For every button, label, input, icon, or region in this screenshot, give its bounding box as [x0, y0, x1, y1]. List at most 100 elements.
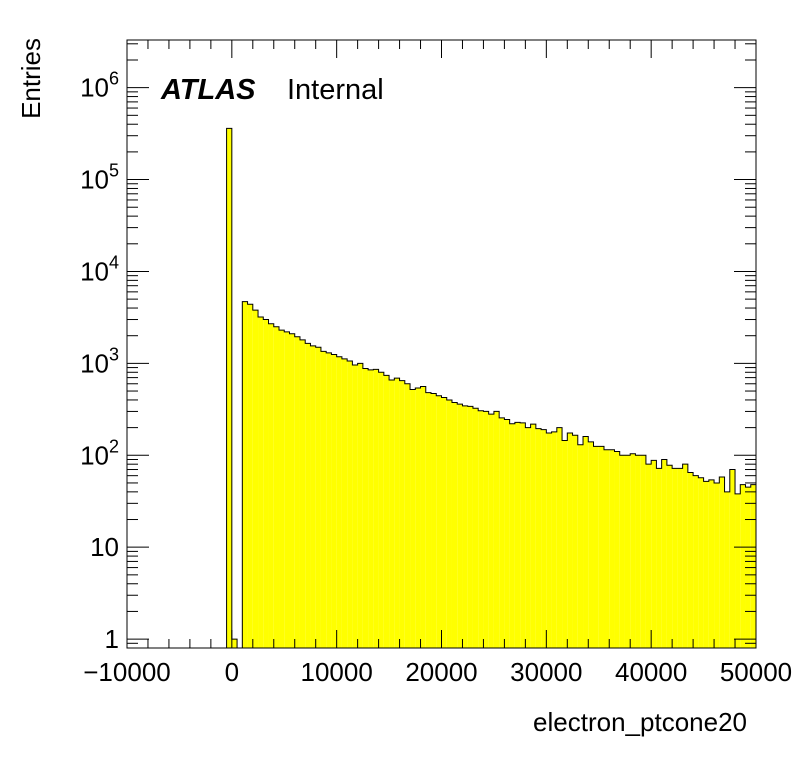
histogram-bin: [425, 392, 432, 648]
histogram-bin: [509, 423, 515, 648]
histogram-bin: [703, 481, 709, 648]
histogram-bin: [242, 301, 248, 648]
histogram-bin: [483, 411, 489, 648]
histogram-bin: [740, 484, 746, 648]
histogram-bin: [698, 477, 704, 648]
histogram-bin: [357, 363, 363, 648]
histogram-bin: [310, 345, 316, 648]
histogram-bin: [284, 331, 290, 648]
histogram-bin: [656, 468, 662, 648]
histogram-bin: [462, 405, 468, 648]
histogram-bin: [672, 468, 678, 648]
histogram-bin: [551, 431, 557, 648]
histogram-bin: [467, 406, 473, 648]
histogram-bins: [226, 127, 757, 649]
histogram-bin: [326, 352, 332, 648]
histogram-bin: [289, 333, 295, 648]
histogram-outline: [226, 127, 757, 649]
x-axis-tick-labels: −10000 0 10000 20000 30000 40000 50000: [83, 657, 792, 687]
histogram-bin: [451, 402, 458, 648]
histogram-bin: [556, 427, 563, 648]
histogram-bin: [593, 446, 599, 648]
histogram-bin: [635, 455, 641, 648]
histogram-bin: [677, 468, 683, 648]
histogram-bin: [362, 368, 369, 648]
histogram-bin: [420, 386, 426, 648]
histogram-bin: [666, 465, 673, 648]
histogram-bin: [546, 432, 552, 648]
histogram-bin: [457, 404, 463, 648]
histogram-bin: [645, 464, 652, 648]
histogram-bin: [750, 484, 756, 648]
histogram-bin: [383, 375, 390, 648]
y-tick-label: 103: [80, 344, 119, 378]
histogram-bin: [315, 347, 321, 648]
y-axis-tick-labels: 1 10 102 103 104 105 106: [80, 69, 119, 654]
histogram-bin: [320, 351, 327, 648]
histogram-bin: [719, 477, 725, 648]
x-tick-label: 30000: [510, 657, 582, 687]
histogram-bin: [373, 369, 379, 648]
histogram-bin: [431, 393, 437, 648]
histogram-bin: [478, 410, 484, 648]
histogram-bin: [436, 395, 442, 648]
histogram-bin: [336, 356, 342, 648]
x-axis-title: electron_ptcone20: [533, 707, 747, 737]
histogram-bin: [630, 453, 636, 648]
histogram-bin: [488, 414, 494, 648]
histogram-bin: [577, 444, 584, 648]
histogram-bin: [724, 491, 730, 648]
histogram-bin: [441, 397, 447, 648]
histogram-bin: [294, 336, 300, 648]
y-tick-label: 104: [80, 252, 119, 286]
histogram-bin: [609, 449, 615, 648]
histogram-bin: [520, 422, 526, 648]
histogram-bin: [368, 369, 374, 648]
histogram-bin: [389, 379, 395, 648]
histogram-bin: [729, 469, 736, 648]
x-tick-label: 10000: [301, 657, 373, 687]
atlas-label: ATLAS: [160, 74, 256, 106]
y-tick-label: 106: [80, 69, 119, 103]
y-tick-label: 1: [105, 624, 119, 654]
histogram-bin: [273, 326, 280, 648]
histogram-bin: [231, 639, 238, 648]
histogram-bin: [735, 493, 741, 648]
histogram-bin: [530, 424, 536, 648]
histogram-bin: [619, 455, 625, 648]
histogram-bin: [331, 354, 337, 648]
histogram-bin: [682, 464, 688, 648]
x-axis-ticks: [126, 40, 757, 648]
x-tick-label: 0: [225, 657, 239, 687]
histogram-bin: [603, 449, 610, 648]
histogram-bin: [347, 361, 353, 648]
y-tick-label: 10: [90, 532, 119, 562]
histogram-bin: [541, 429, 547, 648]
histogram-bin: [472, 408, 479, 648]
histogram-bin: [583, 436, 589, 648]
y-tick-label: 105: [80, 161, 119, 195]
histogram-bin: [614, 451, 620, 648]
histogram-bin: [499, 417, 505, 648]
x-tick-label: 40000: [615, 657, 687, 687]
histogram-bin: [572, 435, 578, 648]
histogram-bin: [404, 383, 411, 648]
histogram-bin: [279, 330, 285, 648]
histogram-bin: [341, 358, 348, 648]
histogram-bin: [268, 323, 274, 648]
histogram-bin: [446, 399, 452, 648]
histogram-bin: [514, 422, 521, 648]
histogram-bin: [714, 482, 720, 648]
histogram-bin: [708, 479, 715, 648]
internal-label: Internal: [287, 74, 384, 106]
histogram-bin: [352, 365, 358, 648]
histogram-bin: [640, 455, 646, 648]
histogram-bin: [394, 378, 400, 648]
histogram-bin: [415, 387, 421, 648]
histogram-bin: [258, 316, 264, 648]
histogram-bin: [693, 475, 699, 648]
histogram-bin: [661, 459, 667, 648]
y-axis-ticks: [127, 43, 756, 649]
histogram-bin: [567, 432, 573, 648]
x-tick-label: −10000: [83, 657, 170, 687]
